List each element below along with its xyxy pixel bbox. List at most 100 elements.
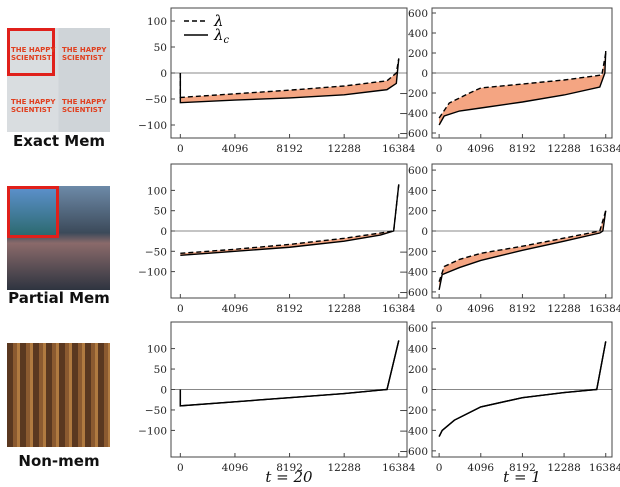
fill-between-area — [180, 184, 399, 256]
chart-panel-r2c1: −600 −400 −200 0 200 400 600 0 4096 8192 12288 1638… — [399, 321, 620, 474]
y-tick-label: −600 — [399, 128, 428, 140]
highlight-box — [7, 186, 59, 238]
chart-panel-r2c0: −100 −50 0 50 100 0 4096 8192 12288 16384 — [138, 321, 416, 474]
chart-panel-r0c0: −100 −50 0 50 100 0 4096 8192 12288 16384 — [138, 7, 416, 155]
legend-subscript: c — [224, 35, 230, 46]
x-tick-label: 12288 — [327, 303, 360, 315]
series-line-lambda — [180, 184, 400, 255]
series-line-lambda-c — [438, 210, 607, 291]
y-tick-label: 0 — [421, 68, 428, 80]
y-tick-label: −50 — [145, 246, 167, 258]
y-tick-label: 200 — [408, 364, 428, 376]
y-tick-label: −100 — [138, 120, 167, 132]
x-tick-label: 8192 — [276, 462, 303, 474]
y-tick-label: 600 — [408, 165, 428, 177]
x-tick-label: 0 — [177, 303, 184, 315]
y-tick-label: −400 — [399, 108, 428, 120]
y-tick-label: −400 — [399, 425, 428, 437]
x-axis-label: t = 1 — [503, 468, 541, 486]
y-tick-label: −100 — [138, 425, 167, 437]
legend-label: λ — [213, 12, 224, 30]
y-tick-label: 200 — [408, 206, 428, 218]
y-tick-label: 100 — [147, 185, 167, 197]
y-tick-label: 400 — [408, 344, 428, 356]
x-tick-label: 4096 — [222, 143, 249, 155]
x-tick-label: 0 — [436, 143, 443, 155]
chart-panel-r1c1: −600 −400 −200 0 200 400 600 0 4096 8192 12288 1638… — [399, 163, 620, 315]
image-caption: THE HAPPY SCIENTIST — [11, 98, 56, 114]
x-tick-label: 12288 — [547, 143, 580, 155]
x-tick-label: 12288 — [547, 303, 580, 315]
y-tick-label: 0 — [160, 226, 167, 238]
y-tick-label: −200 — [399, 405, 428, 417]
y-tick-label: −600 — [399, 446, 428, 458]
series-line-lambda — [438, 52, 607, 119]
x-tick-label: 4096 — [467, 462, 494, 474]
x-tick-label: 16384 — [382, 143, 416, 155]
x-tick-label: 16384 — [589, 143, 620, 155]
row-label-partial-mem: Partial Mem — [8, 289, 110, 307]
series-line-lambda-c — [179, 58, 400, 104]
y-tick-label: 0 — [160, 68, 167, 80]
fill-between-area — [180, 58, 399, 103]
series-line-lambda-c — [438, 50, 607, 126]
legend-label: λc — [213, 26, 230, 46]
x-tick-label: 16384 — [589, 462, 620, 474]
x-tick-label: 16384 — [382, 303, 416, 315]
y-tick-label: 50 — [154, 206, 167, 218]
y-tick-label: −50 — [145, 94, 167, 106]
row-label-exact-mem: Exact Mem — [12, 132, 106, 150]
x-tick-label: 4096 — [467, 303, 494, 315]
chart-panel-r1c0: −100 −50 0 50 100 0 4096 8192 12288 16384 — [138, 163, 416, 315]
y-tick-label: −200 — [399, 246, 428, 258]
series-line-lambda-c — [438, 341, 607, 437]
row-label-non-mem: Non-mem — [18, 452, 100, 470]
legend: λλc — [184, 12, 230, 46]
x-tick-label: 8192 — [276, 143, 303, 155]
x-tick-label: 4096 — [222, 303, 249, 315]
y-tick-label: 0 — [160, 385, 167, 397]
x-tick-label: 16384 — [382, 462, 416, 474]
exact-mem-image: THE HAPPY SCIENTIST THE HAPPY SCIENTIST … — [7, 28, 110, 132]
y-tick-label: 100 — [147, 344, 167, 356]
x-tick-label: 8192 — [276, 303, 303, 315]
x-tick-label: 4096 — [222, 462, 249, 474]
y-tick-label: 400 — [408, 185, 428, 197]
y-tick-label: 600 — [408, 323, 428, 335]
y-tick-label: 0 — [421, 385, 428, 397]
y-tick-label: −100 — [138, 267, 167, 279]
series-line-lambda-c — [179, 340, 400, 407]
y-tick-label: 200 — [408, 48, 428, 60]
x-tick-label: 0 — [177, 143, 184, 155]
highlight-box — [7, 28, 55, 76]
y-tick-label: 100 — [147, 16, 167, 28]
x-tick-label: 12288 — [547, 462, 580, 474]
x-tick-label: 4096 — [467, 143, 494, 155]
x-tick-label: 8192 — [509, 143, 536, 155]
x-tick-label: 12288 — [327, 462, 360, 474]
y-tick-label: 0 — [421, 226, 428, 238]
y-tick-label: 50 — [154, 42, 167, 54]
x-tick-label: 0 — [436, 303, 443, 315]
x-tick-label: 0 — [177, 462, 184, 474]
chart-panel-r0c1: −600 −400 −200 0 200 400 600 0 4096 8192 12288 1638… — [399, 7, 620, 155]
image-caption: THE HAPPY SCIENTIST — [11, 46, 56, 62]
y-tick-label: 400 — [408, 28, 428, 40]
y-tick-label: −200 — [399, 88, 428, 100]
series-line-lambda — [438, 210, 607, 282]
series-line-lambda — [438, 341, 607, 437]
y-tick-label: 600 — [408, 8, 428, 20]
partial-mem-image — [7, 186, 110, 290]
series-line-lambda — [179, 58, 400, 99]
non-mem-image — [7, 343, 110, 447]
x-tick-label: 16384 — [589, 303, 620, 315]
x-tick-label: 8192 — [509, 303, 536, 315]
x-tick-label: 12288 — [327, 143, 360, 155]
fill-between-area — [439, 51, 606, 125]
x-tick-label: 8192 — [509, 462, 536, 474]
image-caption: THE HAPPY SCIENTIST — [62, 46, 107, 62]
image-caption: THE HAPPY SCIENTIST — [62, 98, 107, 114]
x-axis-label: t = 20 — [265, 468, 313, 486]
series-line-lambda-c — [180, 184, 400, 257]
